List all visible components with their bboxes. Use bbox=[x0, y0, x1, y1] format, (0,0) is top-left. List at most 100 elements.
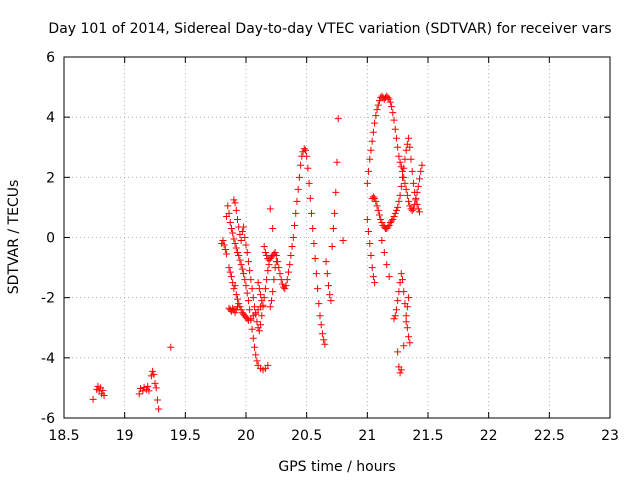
data-point bbox=[394, 348, 402, 356]
data-point bbox=[396, 191, 404, 199]
data-point bbox=[403, 303, 411, 311]
data-point bbox=[394, 297, 402, 305]
data-point bbox=[281, 285, 289, 293]
data-point bbox=[390, 315, 398, 323]
data-point bbox=[271, 264, 279, 272]
data-point bbox=[326, 291, 334, 299]
data-point bbox=[418, 161, 426, 169]
data-point bbox=[414, 205, 422, 213]
data-point bbox=[235, 252, 243, 260]
data-point bbox=[277, 276, 285, 284]
data-point bbox=[145, 387, 153, 395]
y-tick-label: 0 bbox=[46, 231, 55, 247]
data-point bbox=[339, 237, 347, 245]
data-point bbox=[231, 309, 239, 317]
data-point bbox=[369, 273, 377, 281]
data-point bbox=[399, 173, 407, 181]
x-tick-label: 19.5 bbox=[170, 428, 201, 444]
data-point bbox=[249, 334, 257, 342]
data-point bbox=[242, 241, 250, 249]
y-tick-label: 4 bbox=[46, 110, 55, 126]
x-tick-label: 20.5 bbox=[291, 428, 322, 444]
data-point bbox=[135, 390, 143, 398]
data-point bbox=[266, 303, 274, 311]
data-point bbox=[250, 343, 258, 351]
data-point bbox=[401, 155, 409, 163]
data-point bbox=[386, 98, 394, 106]
x-tick-label: 23 bbox=[601, 428, 619, 444]
data-point bbox=[234, 215, 242, 223]
data-point bbox=[384, 94, 392, 102]
data-point bbox=[314, 285, 322, 293]
data-point bbox=[323, 270, 331, 278]
data-point bbox=[301, 146, 309, 154]
data-point bbox=[374, 206, 382, 214]
data-point bbox=[252, 351, 260, 359]
data-point bbox=[383, 261, 391, 269]
data-point bbox=[276, 270, 284, 278]
data-point bbox=[253, 318, 261, 326]
data-point bbox=[266, 205, 274, 213]
data-point bbox=[304, 164, 312, 172]
data-point bbox=[234, 303, 242, 311]
data-point bbox=[232, 291, 240, 299]
data-point bbox=[390, 116, 398, 124]
data-point bbox=[309, 224, 317, 232]
data-point bbox=[232, 206, 240, 214]
data-point bbox=[153, 396, 161, 404]
data-point bbox=[254, 279, 262, 287]
data-point bbox=[391, 125, 399, 133]
data-point bbox=[397, 366, 405, 374]
data-point bbox=[295, 173, 303, 181]
data-point bbox=[317, 321, 325, 329]
data-point bbox=[384, 223, 392, 231]
data-point bbox=[237, 237, 245, 245]
data-point bbox=[167, 343, 175, 351]
x-tick-label: 22.5 bbox=[534, 428, 565, 444]
x-tick-label: 20 bbox=[237, 428, 255, 444]
data-point bbox=[367, 146, 375, 154]
data-point bbox=[260, 243, 268, 251]
data-point bbox=[310, 240, 318, 248]
data-point bbox=[151, 379, 159, 387]
data-point bbox=[368, 137, 376, 145]
data-point bbox=[400, 288, 408, 296]
data-point bbox=[258, 312, 266, 320]
data-point bbox=[263, 252, 271, 260]
data-point bbox=[388, 103, 396, 111]
data-point bbox=[248, 285, 256, 293]
data-point bbox=[289, 234, 297, 241]
data-point bbox=[318, 330, 326, 338]
data-point bbox=[388, 217, 396, 225]
data-point bbox=[234, 295, 242, 303]
data-point bbox=[316, 312, 324, 320]
data-point bbox=[369, 128, 377, 136]
data-point bbox=[283, 276, 291, 284]
data-point bbox=[240, 270, 248, 278]
data-point bbox=[303, 152, 311, 160]
data-point bbox=[237, 261, 245, 269]
x-tick-labels: 18.5 19 19.5 20 20.5 21 21.5 22 22.5 23 bbox=[48, 428, 619, 444]
data-point bbox=[413, 200, 421, 208]
data-point bbox=[270, 276, 278, 284]
data-point bbox=[369, 193, 377, 201]
data-point bbox=[392, 134, 400, 142]
data-point bbox=[144, 382, 152, 390]
data-point bbox=[389, 215, 397, 223]
data-point bbox=[269, 288, 277, 296]
data-point bbox=[231, 282, 239, 290]
data-point bbox=[261, 285, 269, 293]
x-tick-label: 22 bbox=[480, 428, 498, 444]
data-point bbox=[402, 318, 410, 326]
data-point bbox=[223, 250, 231, 258]
data-point bbox=[244, 297, 252, 305]
data-point bbox=[395, 197, 403, 205]
data-point bbox=[363, 215, 371, 223]
data-point bbox=[329, 224, 337, 232]
data-point bbox=[227, 224, 235, 232]
data-point bbox=[322, 258, 330, 266]
y-tick-label: 6 bbox=[46, 50, 55, 66]
data-point bbox=[300, 145, 308, 153]
data-point bbox=[305, 179, 313, 187]
data-point bbox=[385, 95, 393, 103]
